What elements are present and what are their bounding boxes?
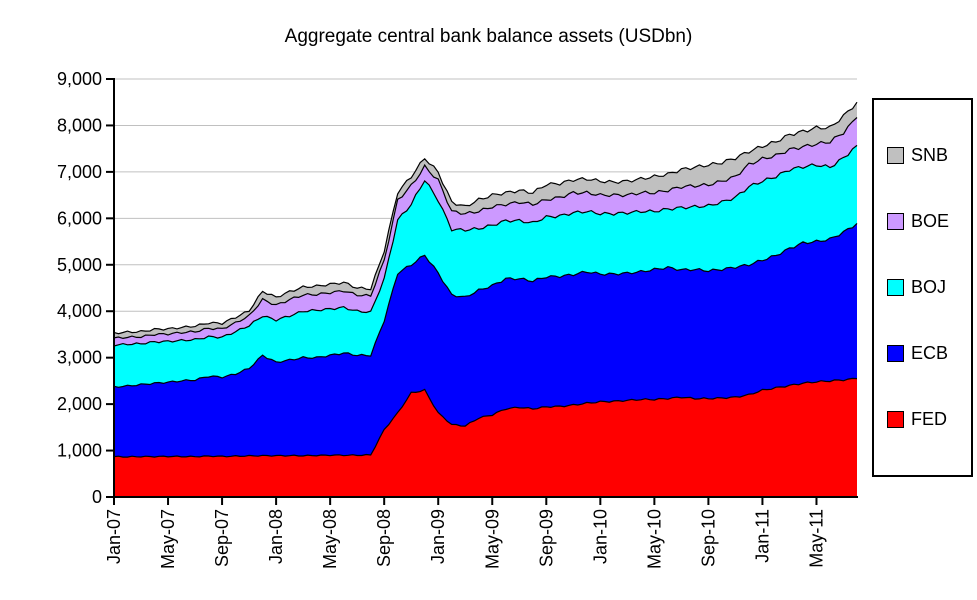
x-tick-label: May-11 bbox=[806, 509, 826, 568]
y-tick-label: 2,000 bbox=[57, 394, 102, 414]
legend-box: SNB BOE BOJ ECB FED bbox=[872, 98, 973, 477]
y-tick-label: 1,000 bbox=[57, 441, 102, 461]
legend-label-ecb: ECB bbox=[911, 343, 949, 363]
boj-color-swatch bbox=[887, 279, 904, 296]
chart-title: Aggregate central bank balance assets (U… bbox=[284, 26, 693, 47]
outline-boe bbox=[113, 117, 858, 340]
area-fed bbox=[114, 378, 857, 497]
legend-item-ecb: ECB bbox=[887, 343, 971, 364]
y-tick-label: 3,000 bbox=[57, 348, 102, 368]
x-tick-label: May-07 bbox=[158, 509, 178, 569]
legend-label-boj: BOJ bbox=[911, 277, 947, 297]
y-tick-label: 6,000 bbox=[57, 208, 102, 228]
boe-color-swatch bbox=[887, 213, 904, 230]
snb-color-swatch bbox=[887, 147, 904, 164]
x-tick-label: Sep-09 bbox=[536, 509, 556, 567]
area-series bbox=[113, 101, 858, 497]
x-tick-label: May-09 bbox=[482, 509, 502, 569]
y-tick-label: 7,000 bbox=[57, 162, 102, 182]
x-tick-label: Jan-08 bbox=[266, 509, 286, 564]
x-tick-label: Sep-08 bbox=[374, 509, 394, 567]
x-tick-label: Jan-07 bbox=[104, 509, 124, 564]
area-boj bbox=[114, 145, 857, 388]
legend-item-fed: FED bbox=[887, 409, 971, 430]
outline-ecb bbox=[113, 222, 858, 388]
outline-boj bbox=[113, 144, 858, 347]
y-tick-label: 8,000 bbox=[57, 115, 102, 135]
legend-label-snb: SNB bbox=[911, 145, 949, 165]
x-tick-label: Jan-09 bbox=[428, 509, 448, 564]
x-tick-label: May-10 bbox=[644, 509, 664, 569]
legend-item-boj: BOJ bbox=[887, 277, 971, 298]
y-tick-label: 5,000 bbox=[57, 255, 102, 275]
legend-item-boe: BOE bbox=[887, 211, 971, 232]
area-ecb bbox=[114, 223, 857, 458]
axes bbox=[113, 78, 858, 498]
y-tick-label: 0 bbox=[92, 487, 102, 507]
x-tick-label: Jan-10 bbox=[590, 509, 610, 564]
x-tick-label: Sep-10 bbox=[698, 509, 718, 567]
x-tick-label: Sep-07 bbox=[212, 509, 232, 567]
y-tick-label: 4,000 bbox=[57, 301, 102, 321]
outline-fed bbox=[113, 377, 858, 458]
legend-label-fed: FED bbox=[911, 409, 947, 429]
outline-snb bbox=[113, 101, 858, 335]
legend-item-snb: SNB bbox=[887, 145, 971, 166]
x-tick-label: Jan-11 bbox=[752, 509, 772, 563]
x-tick-label: May-08 bbox=[320, 509, 340, 569]
y-axis-labels: 0 1,000 2,000 3,000 4,000 5,000 6,000 7,000 8,00… bbox=[57, 69, 114, 507]
ecb-color-swatch bbox=[887, 345, 904, 362]
x-axis-labels: Jan-07 May-07 Sep-07 Jan-08 May-08 Sep-08 Jan-… bbox=[104, 497, 826, 569]
y-tick-label: 9,000 bbox=[57, 69, 102, 89]
legend-label-boe: BOE bbox=[911, 211, 950, 231]
fed-color-swatch bbox=[887, 411, 904, 428]
